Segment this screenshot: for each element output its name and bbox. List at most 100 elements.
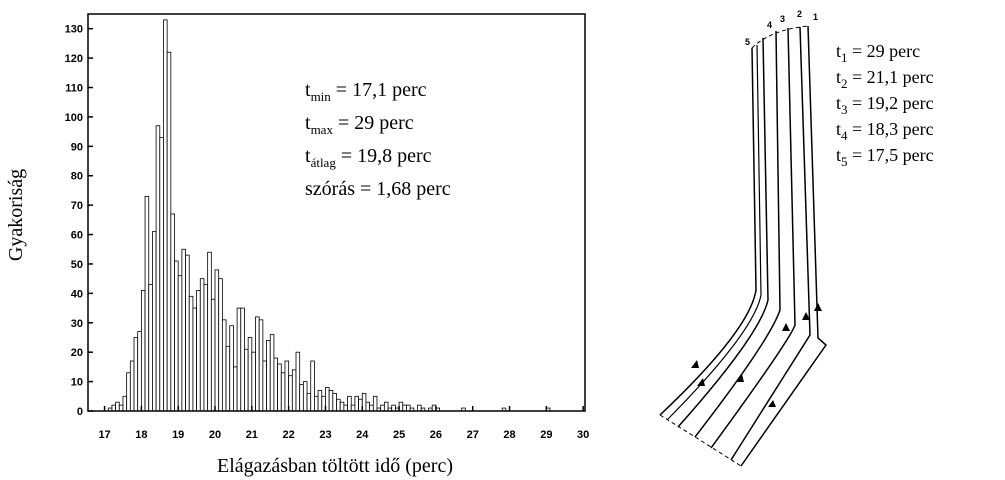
- bar: [196, 290, 201, 412]
- bar: [214, 269, 220, 412]
- y-tick-label: 50: [71, 259, 83, 271]
- annotation: tátlag = 19,8 perc: [305, 145, 432, 170]
- bar: [306, 392, 312, 412]
- line-number: 4: [767, 20, 772, 30]
- y-tick-label: 40: [71, 288, 83, 300]
- symbol: t: [836, 119, 841, 139]
- annotation-text: = 21,1 perc: [848, 67, 934, 87]
- bar: [152, 231, 157, 412]
- streamline: [730, 26, 811, 461]
- subscript: 4: [841, 128, 848, 143]
- y-tick-label: 30: [71, 318, 83, 330]
- bar: [251, 351, 256, 412]
- bar: [210, 298, 216, 412]
- bar: [317, 390, 323, 412]
- bar: [148, 284, 153, 412]
- line-number: 5: [745, 37, 750, 47]
- line-number: 1: [813, 12, 818, 22]
- bar: [406, 404, 411, 412]
- bar: [126, 372, 131, 412]
- annotation-text: = 19,2 perc: [848, 93, 934, 113]
- bar: [314, 395, 319, 412]
- annotation-text: szórás = 1,68 perc: [305, 178, 451, 200]
- bar: [269, 334, 275, 412]
- bar: [240, 307, 245, 412]
- x-tick-label: 23: [319, 429, 331, 441]
- bar: [284, 360, 290, 412]
- time-label: t5 = 17,5 perc: [836, 145, 934, 169]
- bar: [188, 295, 194, 412]
- bar: [365, 401, 371, 412]
- bar: [177, 275, 183, 412]
- time-label: t4 = 18,3 perc: [836, 119, 934, 143]
- bar: [310, 360, 315, 412]
- bar: [402, 404, 407, 412]
- bar: [199, 278, 205, 412]
- bar: [262, 360, 267, 412]
- x-tick-label: 17: [98, 429, 110, 441]
- bar: [328, 390, 334, 412]
- outer-wall: [740, 25, 828, 467]
- bar: [255, 316, 260, 412]
- bar: [203, 284, 209, 412]
- x-tick-label: 21: [246, 429, 258, 441]
- y-tick-label: 90: [71, 141, 83, 153]
- annotation: tmin = 17,1 perc: [305, 79, 427, 104]
- bar: [207, 251, 212, 412]
- annotation: tmax = 29 perc: [305, 112, 414, 137]
- time-label: t2 = 21,1 perc: [836, 67, 934, 91]
- bar: [258, 319, 264, 412]
- plot-frame: [87, 13, 586, 412]
- bar: [111, 404, 117, 412]
- symbol: t: [305, 79, 311, 101]
- bar: [144, 195, 150, 412]
- x-axis-label: Elágazásban töltött idő (perc): [217, 455, 453, 477]
- x-tick-label: 29: [540, 429, 552, 441]
- bar: [339, 401, 345, 412]
- bar: [247, 337, 253, 412]
- bar: [137, 331, 142, 412]
- bar: [129, 360, 135, 412]
- symbol: t: [305, 145, 311, 167]
- bar: [174, 260, 179, 412]
- subscript: 5: [841, 154, 848, 169]
- x-tick-label: 30: [577, 429, 589, 441]
- y-tick-label: 60: [71, 230, 83, 242]
- bar: [343, 404, 348, 412]
- bar: [383, 401, 389, 412]
- bar: [295, 351, 301, 412]
- bar: [291, 369, 297, 412]
- y-tick-label: 80: [71, 171, 83, 183]
- bar: [229, 325, 234, 412]
- bar: [350, 404, 356, 412]
- bar: [155, 125, 161, 412]
- bar: [233, 366, 238, 412]
- bar: [159, 137, 164, 412]
- annotation-text: = 17,5 perc: [848, 145, 934, 165]
- subscript: átlag: [311, 155, 337, 170]
- subscript: max: [311, 122, 334, 137]
- subscript: 3: [841, 102, 848, 117]
- x-tick-label: 25: [393, 429, 405, 441]
- symbol: t: [836, 93, 841, 113]
- streamline: [666, 44, 762, 421]
- annotation: szórás = 1,68 perc: [305, 178, 451, 200]
- bar: [417, 404, 422, 412]
- bar: [115, 401, 120, 412]
- annotation-text: = 29 perc: [848, 41, 921, 61]
- bar: [347, 395, 352, 412]
- bar: [273, 357, 278, 412]
- bar: [277, 363, 282, 412]
- outlet: [659, 414, 742, 467]
- bar: [221, 319, 227, 412]
- bar: [166, 51, 172, 412]
- bar: [299, 384, 304, 412]
- bar: [225, 345, 231, 412]
- time-label: t1 = 29 perc: [836, 41, 920, 65]
- symbol: t: [305, 112, 311, 134]
- bar: [336, 398, 341, 412]
- bar: [332, 392, 337, 412]
- bar: [185, 254, 190, 412]
- flow-diagram: [659, 25, 828, 467]
